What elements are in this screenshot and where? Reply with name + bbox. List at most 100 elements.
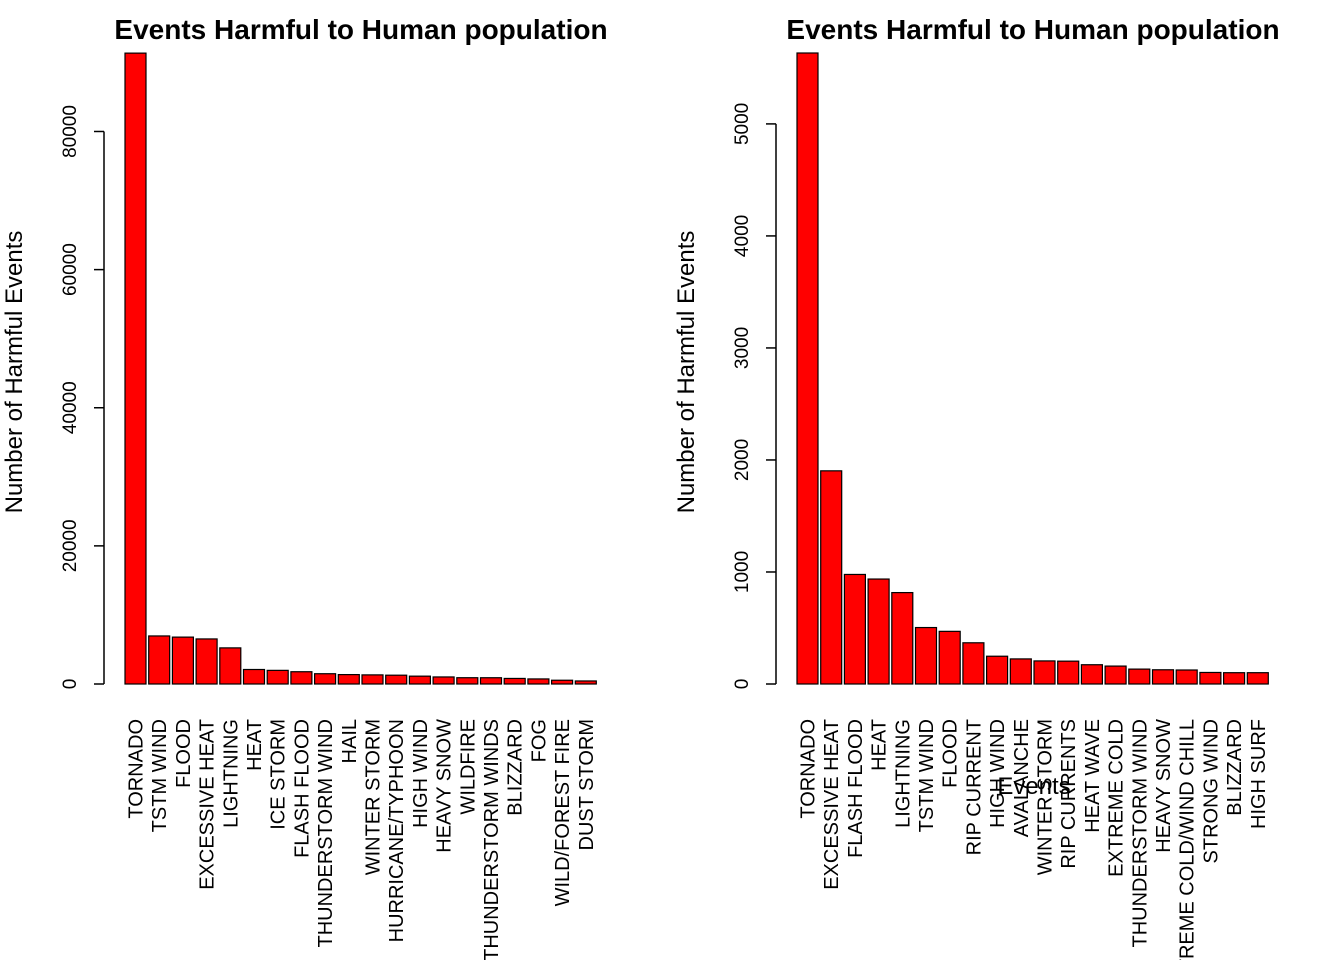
left-bar-0 [124,52,147,685]
right-category-label-8: HIGH WIND [987,719,1009,828]
right-category-label-7: RIP CURRENT [963,719,985,855]
left-category-label-14: WILDFIRE [457,719,479,815]
left-category-label-17: FOG [528,719,550,762]
left-category-label-13: HEAVY SNOW [434,719,456,853]
left-category-label-10: WINTER STORM [363,719,385,875]
right-bar-chart: TORNADO EXCESSIVE HEAT FLASH FLOOD HEAT LIGH… [673,14,1280,960]
right-bar-18 [1222,672,1246,685]
right-bar-10 [1033,660,1056,685]
left-bar-16 [503,677,526,685]
right-bar-8 [985,655,1009,685]
left-chart-bars [124,52,597,685]
right-bar-13 [1104,665,1127,685]
right-bar-4 [891,591,914,685]
left-bar-8 [314,673,337,685]
right-bar-3 [867,578,890,685]
left-category-label-15: THUNDERSTORM WINDS [481,719,503,960]
left-category-label-0: TORNADO [126,719,148,819]
right-chart-ylabel: Number of Harmful Events [673,231,700,514]
left-bar-17 [527,678,550,685]
left-category-label-9: HAIL [339,719,361,763]
right-bar-14 [1128,668,1151,685]
right-category-label-1: EXCESSIVE HEAT [821,719,843,890]
left-chart-y-axis: 0 20000 40000 60000 80000 [60,105,105,690]
left-bar-12 [408,675,431,685]
left-bar-13 [432,676,455,685]
left-category-label-2: FLOOD [173,719,195,788]
right-category-label-5: TSTM WIND [916,719,938,832]
left-bar-10 [361,674,384,685]
left-category-label-6: ICE STORM [268,719,290,830]
right-bar-2 [843,573,867,685]
left-bar-4 [219,647,242,685]
left-category-label-8: THUNDERSTORM WIND [315,719,337,948]
right-chart-y-axis: 0 1000 2000 3000 4000 5000 [732,103,777,690]
left-chart-title: Events Harmful to Human population [114,14,607,45]
left-category-label-1: TSTM WIND [149,719,171,832]
right-y-tick-label-5: 5000 [732,103,753,145]
left-category-label-3: EXCESSIVE HEAT [197,719,219,890]
right-category-label-17: STRONG WIND [1200,719,1222,863]
right-y-tick-label-1: 1000 [732,551,753,593]
right-category-label-11: RIP CURRENTS [1058,719,1080,869]
right-category-label-19: HIGH SURF [1248,719,1270,829]
right-bar-15 [1151,669,1175,685]
right-category-label-2: FLASH FLOOD [845,719,867,858]
right-y-tick-label-2: 2000 [732,439,753,481]
left-bar-18 [550,679,574,685]
right-y-tick-label-3: 3000 [732,327,753,369]
left-y-tick-label-4: 80000 [60,105,81,158]
right-bar-7 [962,642,985,685]
left-chart-ylabel: Number of Harmful Events [1,231,28,514]
right-bar-9 [1009,658,1032,685]
right-chart-category-labels: TORNADO EXCESSIVE HEAT FLASH FLOOD HEAT LIGH… [798,719,1270,960]
right-bar-16 [1175,669,1198,685]
left-category-label-4: LIGHTNING [220,719,242,828]
left-bar-3 [195,638,218,685]
right-y-tick-label-0: 0 [732,679,753,690]
right-category-label-6: FLOOD [940,719,962,788]
left-bar-7 [290,671,313,685]
right-category-label-0: TORNADO [798,719,820,819]
left-bar-15 [479,677,503,685]
right-category-label-3: HEAT [869,719,891,771]
left-category-label-5: HEAT [244,719,266,771]
left-bar-9 [337,673,360,685]
left-bar-2 [171,636,194,685]
left-category-label-12: HIGH WIND [410,719,432,828]
right-bar-1 [820,470,843,685]
right-chart-xlabel: Events [997,773,1070,800]
left-category-label-16: BLIZZARD [505,719,527,816]
left-chart-category-labels: TORNADO TSTM WIND FLOOD EXCESSIVE HEAT LIGHT… [126,719,598,960]
left-bar-6 [266,669,289,685]
right-chart-bars [796,52,1269,685]
right-chart-title: Events Harmful to Human population [786,14,1279,45]
right-category-label-18: BLIZZARD [1224,719,1246,816]
left-y-tick-label-0: 0 [60,679,81,690]
right-category-label-16: EXTREME COLD/WIND CHILL [1177,719,1199,960]
right-category-label-14: THUNDERSTORM WIND [1129,719,1151,948]
left-bar-5 [242,668,266,685]
left-category-label-7: FLASH FLOOD [291,719,313,858]
right-category-label-12: HEAT WAVE [1082,719,1104,833]
right-category-label-10: WINTER STORM [1035,719,1057,875]
left-bar-1 [148,635,171,685]
left-bar-19 [574,680,597,685]
left-bar-11 [385,674,408,685]
right-y-tick-label-4: 4000 [732,215,753,257]
left-y-tick-label-3: 60000 [60,243,81,296]
right-category-label-15: HEAVY SNOW [1153,719,1175,853]
left-category-label-11: HURRICANE/TYPHOON [386,719,408,942]
left-bar-14 [456,677,479,685]
right-bar-11 [1057,660,1080,685]
right-bar-0 [796,52,819,685]
right-bar-19 [1246,672,1269,685]
right-category-label-13: EXTREME COLD [1106,719,1128,877]
left-y-tick-label-1: 20000 [60,519,81,572]
left-category-label-18: WILD/FOREST FIRE [552,719,574,906]
right-category-label-4: LIGHTNING [892,719,914,828]
right-bar-17 [1199,671,1222,685]
right-bar-6 [938,630,961,685]
left-category-label-19: DUST STORM [576,719,598,851]
